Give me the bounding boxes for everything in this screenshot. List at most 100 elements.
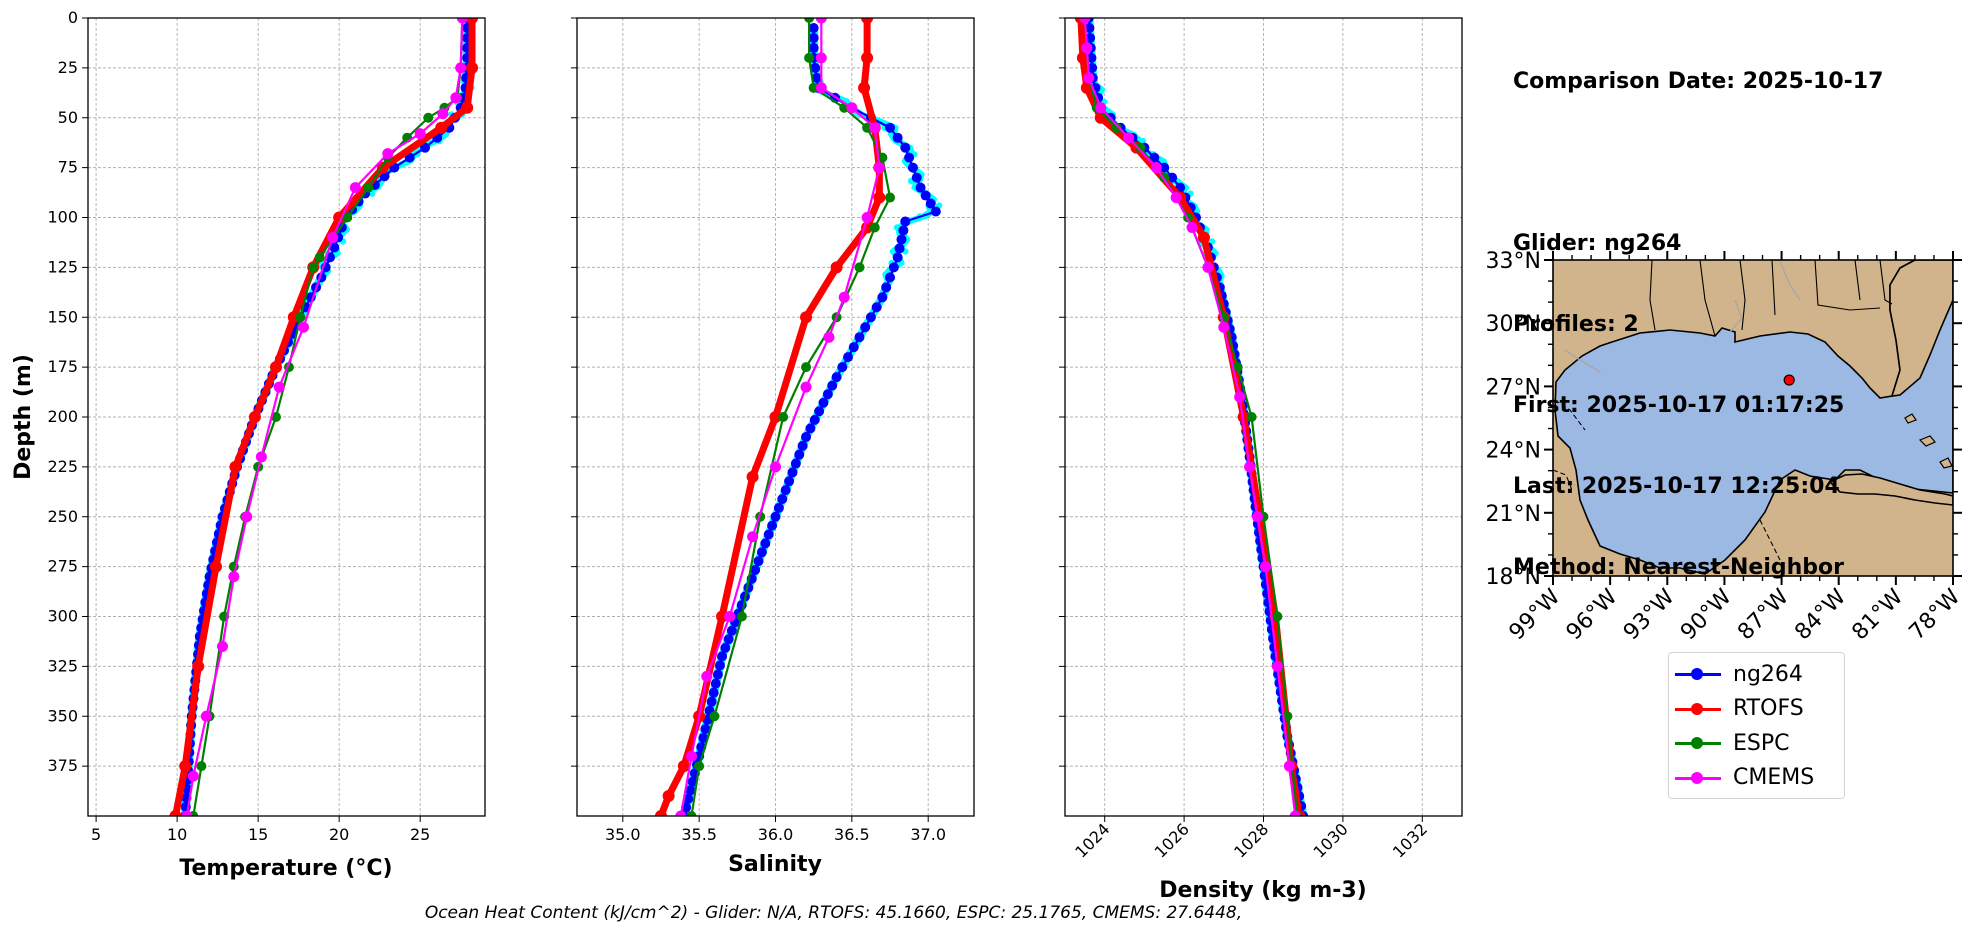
ng264-point	[753, 556, 764, 567]
temperature-yticks: 0 25 50 75 100 125 150 175 200 225 250 275 300 325 350…	[47, 8, 88, 775]
cmems-point	[823, 331, 835, 343]
cmems-point	[1095, 102, 1107, 114]
espc-line	[690, 18, 892, 816]
espc-point	[295, 312, 306, 323]
cmems-point	[873, 162, 885, 174]
rtofs-point	[248, 411, 261, 423]
ng264-raw-point	[1208, 238, 1216, 245]
legend-swatch-cmems	[1675, 768, 1721, 788]
legend-item-rtofs: RTOFS	[1675, 692, 1838, 727]
glider-name: Glider: ng264	[1513, 231, 1682, 256]
temperature-series	[169, 18, 479, 816]
cmems-point	[241, 511, 253, 523]
temperature-xlabel: Temperature (°C)	[179, 856, 392, 881]
ng264-point	[710, 678, 721, 689]
cmems-point	[1252, 511, 1264, 523]
ng264-point	[700, 723, 711, 734]
ocean-heat-content-footer: Ocean Heat Content (kJ/cm^2) - Glider: N…	[0, 903, 1987, 923]
rtofs-point	[1076, 51, 1089, 64]
density-yticks	[1059, 17, 1065, 767]
cmems-point	[1170, 192, 1182, 204]
ng264-point	[706, 696, 717, 707]
espc-point	[736, 611, 747, 622]
ng264-point	[773, 502, 784, 513]
rtofs-point	[269, 361, 282, 374]
temperature-xtick-label: 5	[91, 825, 101, 844]
salinity-xlabel: Salinity	[728, 852, 822, 877]
ng264-point	[848, 342, 859, 353]
espc-point	[869, 222, 880, 233]
cmems-point	[273, 381, 285, 393]
cmems-point	[675, 810, 687, 816]
espc-point	[1272, 611, 1283, 622]
espc-point	[196, 761, 207, 772]
map-lat-label: 21°N	[1486, 502, 1541, 527]
ng264-point	[810, 62, 821, 73]
ng264-point	[780, 485, 791, 496]
cmems-point	[701, 670, 713, 682]
ng264-point	[784, 476, 795, 487]
cmems-point	[181, 810, 193, 816]
ng264-point	[720, 642, 731, 653]
ng264-point	[708, 687, 719, 698]
ng264-point	[925, 198, 936, 209]
density-xtick-label: 1028	[1230, 819, 1272, 861]
ng264-point	[837, 362, 848, 373]
depth-tick-label: 275	[47, 557, 78, 576]
salinity-xtick-label: 35.5	[681, 825, 717, 844]
rtofs-point	[654, 810, 667, 816]
rtofs-point	[210, 560, 223, 573]
ng264-point	[818, 397, 829, 408]
ng264-point	[907, 162, 918, 173]
cmems-line	[679, 18, 881, 816]
depth-tick-label: 175	[47, 357, 78, 376]
depth-tick-label: 325	[47, 656, 78, 675]
map-tick-frame	[1544, 251, 1962, 585]
cmems-point	[1081, 42, 1093, 54]
map-bahamas	[1904, 413, 1953, 469]
espc-point	[801, 362, 812, 373]
ng264-point	[898, 225, 909, 236]
rtofs-point	[179, 760, 192, 773]
cmems-point	[815, 52, 827, 64]
ng264-point	[790, 458, 801, 469]
ng264-point	[698, 733, 709, 744]
cmems-point	[456, 18, 468, 24]
ng264-point	[329, 242, 340, 253]
rtofs-point	[830, 261, 843, 274]
ng264-point	[877, 292, 888, 303]
info-block: Comparison Date: 2025-10-17 Glider: ng26…	[1513, 14, 1883, 608]
ng264-point	[712, 669, 723, 680]
density-xtick-label: 1030	[1310, 819, 1352, 861]
ng264-point	[865, 312, 876, 323]
temperature-panel: 5 10 15 20 25 0 25 50 75 100 125 150 175 200 225 250 27…	[11, 8, 486, 881]
rtofs-point	[1237, 411, 1250, 423]
depth-tick-label: 375	[47, 756, 78, 775]
ng264-point	[1159, 162, 1170, 173]
first-time: First: 2025-10-17 01:17:25	[1513, 393, 1845, 418]
rtofs-point	[466, 18, 479, 24]
cmems-point	[815, 18, 827, 24]
cmems-point	[228, 571, 240, 583]
ng264-point	[1087, 62, 1098, 73]
rtofs-point	[662, 790, 675, 803]
cmems-point	[450, 92, 462, 104]
cmems-point	[815, 82, 827, 94]
salinity-xtick-label: 36.5	[834, 825, 870, 844]
rtofs-point	[192, 660, 205, 673]
rtofs-point	[800, 311, 813, 324]
cmems-point	[200, 710, 212, 722]
ng264-point	[808, 42, 819, 53]
density-panel: 1024 1026 1028 1030 1032 Density (kg m-3)	[1059, 17, 1463, 903]
legend-item-ng264: ng264	[1675, 657, 1838, 692]
espc-point	[308, 262, 319, 273]
espc-point	[709, 711, 720, 722]
ng264-point	[685, 785, 696, 796]
ng264-point	[871, 302, 882, 313]
temperature-xtick-label: 20	[329, 825, 349, 844]
cmems-point	[724, 611, 736, 622]
espc-point	[314, 252, 325, 263]
ng264-point	[683, 793, 694, 804]
map-lat-label: 24°N	[1486, 439, 1541, 464]
depth-tick-label: 250	[47, 507, 78, 526]
